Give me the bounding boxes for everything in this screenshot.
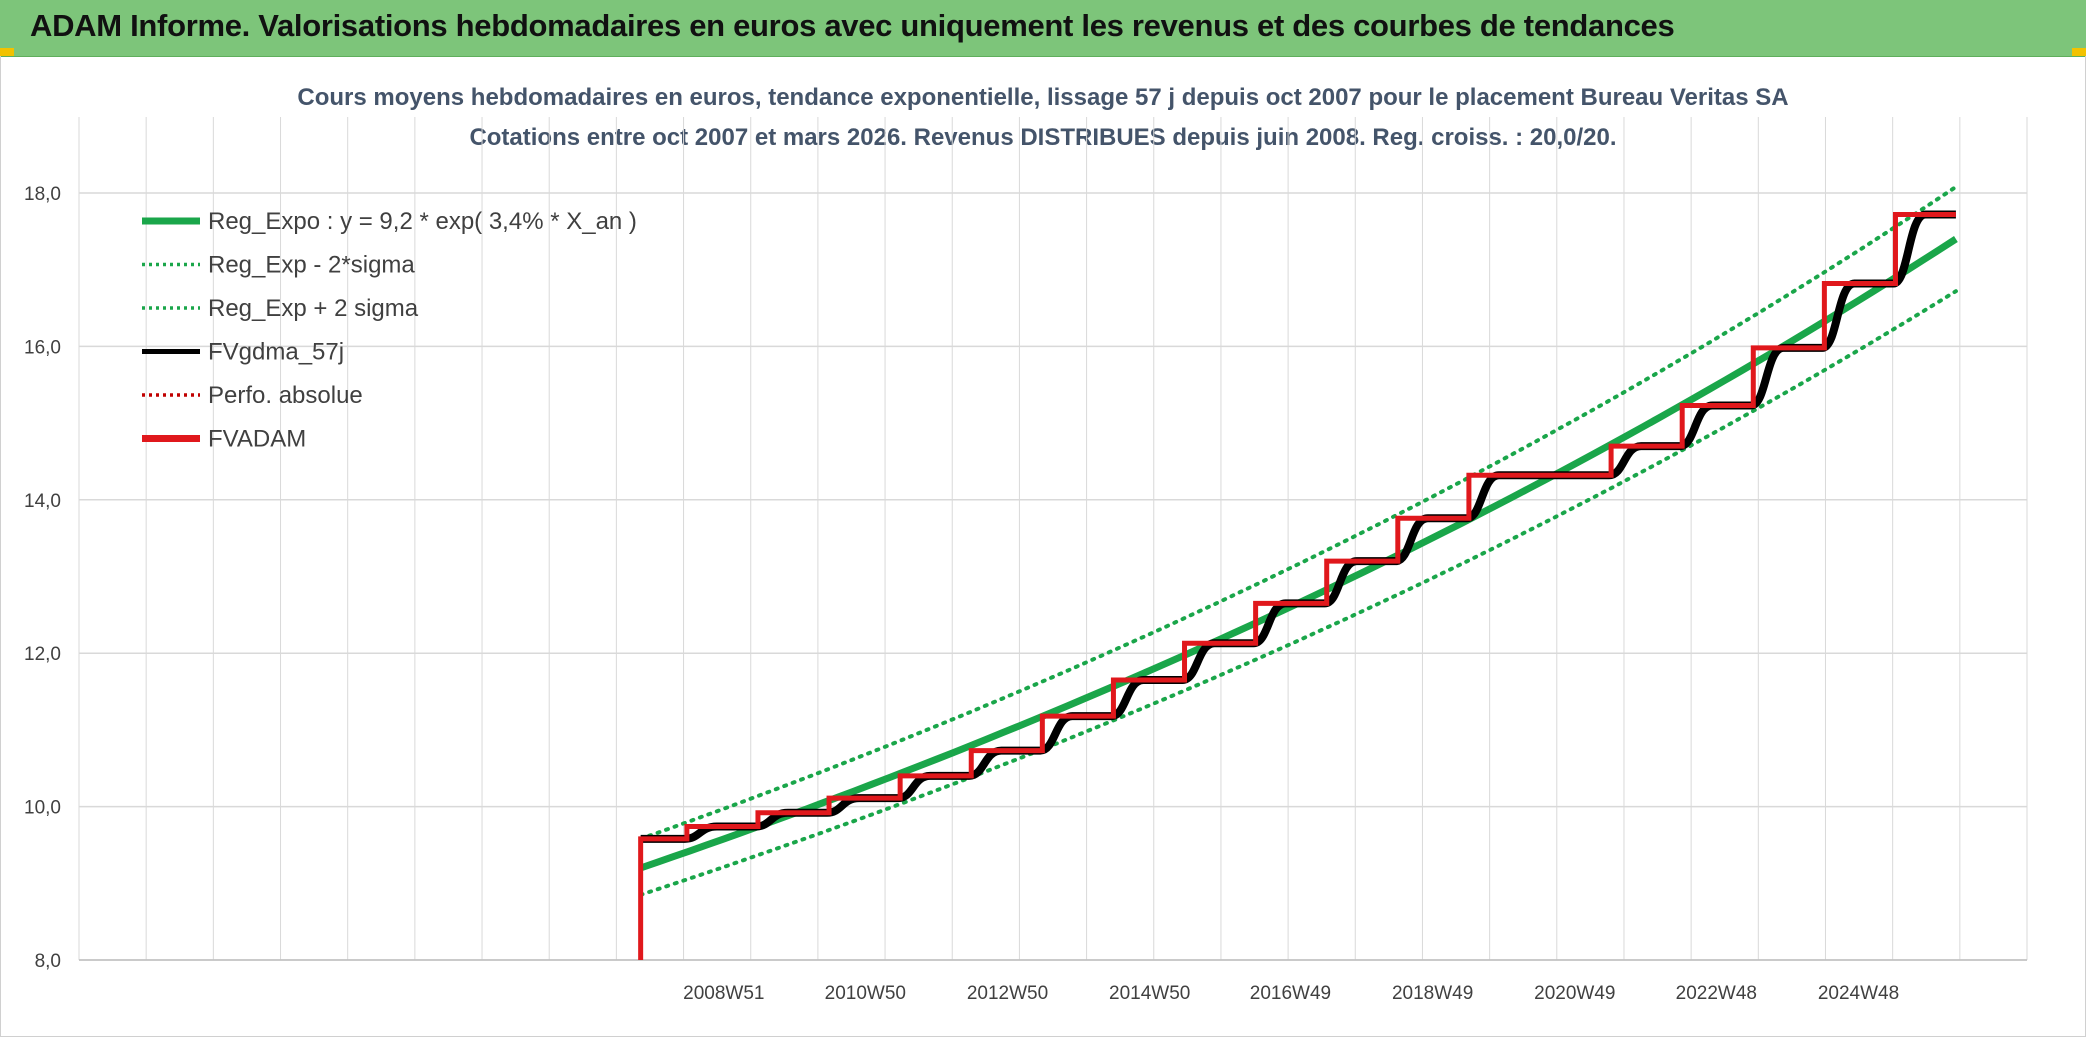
legend-label: Perfo. absolue — [208, 382, 363, 409]
header-bar: ADAM Informe. Valorisations hebdomadaire… — [0, 0, 2086, 57]
series-fvadam — [638, 211, 1956, 960]
x-tick-label: 2010W50 — [825, 983, 906, 1004]
x-tick-label: 2024W48 — [1818, 983, 1899, 1004]
corner-mark-left — [0, 48, 14, 56]
x-tick-label: 2012W50 — [967, 983, 1048, 1004]
corner-mark-right — [2072, 48, 2086, 56]
x-tick-label: 2020W49 — [1534, 983, 1615, 1004]
y-tick-label: 12,0 — [24, 644, 61, 665]
legend-label: Reg_Expo : y = 9,2 * exp( 3,4% * X_an ) — [208, 208, 637, 235]
x-tick-label: 2022W48 — [1676, 983, 1757, 1004]
chart-title-line2: Cotations entre oct 2007 et mars 2026. R… — [469, 124, 1617, 151]
legend-label: FVADAM — [208, 426, 306, 453]
chart-title-line1: Cours moyens hebdomadaires en euros, ten… — [297, 84, 1789, 111]
series-reg-plus-2sigma — [638, 184, 1958, 841]
x-tick-label: 2008W51 — [683, 983, 764, 1004]
legend-label: Reg_Exp - 2*sigma — [208, 252, 415, 279]
y-tick-label: 16,0 — [24, 337, 61, 358]
y-tick-label: 14,0 — [24, 491, 61, 512]
legend-label: FVgdma_57j — [208, 339, 344, 366]
y-tick-label: 10,0 — [24, 798, 61, 819]
x-tick-label: 2014W50 — [1109, 983, 1190, 1004]
x-tick-label: 2018W49 — [1392, 983, 1473, 1004]
legend-label: Reg_Exp + 2 sigma — [208, 295, 419, 322]
x-tick-label: 2016W49 — [1250, 983, 1331, 1004]
y-tick-label: 8,0 — [35, 951, 61, 972]
series-reg-minus-2sigma — [638, 289, 1958, 897]
y-tick-label: 18,0 — [24, 184, 61, 205]
header-title: ADAM Informe. Valorisations hebdomadaire… — [30, 8, 1675, 43]
